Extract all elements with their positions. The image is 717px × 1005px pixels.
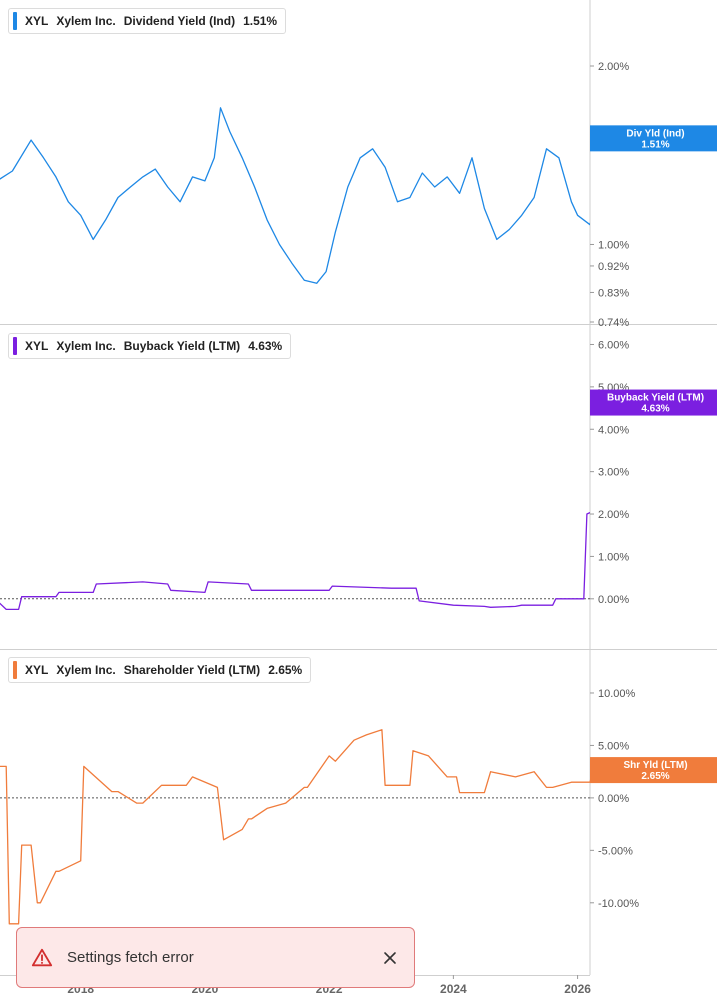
value-tag-label: Div Yld (Ind) [626,128,684,139]
x-tick-label: 2024 [440,982,467,996]
series-line [0,107,590,284]
value-tag-value: 4.63% [641,404,669,415]
legend-company: Xylem Inc. [56,339,116,353]
y-tick-label: -5.00% [598,845,633,857]
series-line [0,729,590,925]
series-line [0,511,590,611]
value-tag-value: 2.65% [641,771,669,782]
y-tick-label: 0.74% [598,317,629,329]
y-tick-label: 0.00% [598,793,629,805]
legend-shareholder-yield[interactable]: XYL Xylem Inc. Shareholder Yield (LTM) 2… [8,657,312,683]
value-tag [590,757,717,784]
legend-swatch [13,12,17,30]
y-tick-label: 0.92% [598,261,629,273]
value-tag [590,389,717,416]
legend-swatch [13,661,17,679]
legend-value: 4.63% [248,339,283,353]
y-tick-label: 2.00% [598,509,629,521]
value-tag [590,125,717,152]
y-tick-label: 1.00% [598,239,629,251]
legend-metric: Buyback Yield (LTM) [123,339,241,353]
value-tag-label: Buyback Yield (LTM) [607,393,704,404]
legend-ticker: XYL [25,339,49,353]
y-tick-label: 10.00% [598,688,636,700]
error-toast: Settings fetch error [16,927,415,988]
legend-metric: Shareholder Yield (LTM) [123,663,261,677]
legend-company: Xylem Inc. [56,663,116,677]
x-tick-label: 2026 [564,982,591,996]
y-tick-label: 1.00% [598,551,629,563]
legend-ticker: XYL [25,14,49,28]
y-tick-label: 3.00% [598,467,629,479]
warning-icon [31,948,53,966]
y-tick-label: 5.00% [598,740,629,752]
value-tag-label: Shr Yld (LTM) [623,760,687,771]
legend-value: 2.65% [268,663,303,677]
legend-value: 1.51% [243,14,278,28]
y-tick-label: 6.00% [598,339,629,351]
legend-ticker: XYL [25,663,49,677]
y-tick-label: -10.00% [598,898,639,910]
y-tick-label: 4.00% [598,424,629,436]
legend-dividend-yield[interactable]: XYL Xylem Inc. Dividend Yield (Ind) 1.51… [8,8,287,34]
y-tick-label: 2.00% [598,61,629,73]
legend-swatch [13,337,17,355]
legend-metric: Dividend Yield (Ind) [123,14,236,28]
y-tick-label: 0.00% [598,594,629,606]
legend-buyback-yield[interactable]: XYL Xylem Inc. Buyback Yield (LTM) 4.63% [8,333,292,359]
y-tick-label: 0.83% [598,287,629,299]
value-tag-value: 1.51% [641,139,669,150]
toast-message: Settings fetch error [67,949,194,966]
legend-company: Xylem Inc. [56,14,116,28]
close-icon[interactable] [380,948,400,968]
